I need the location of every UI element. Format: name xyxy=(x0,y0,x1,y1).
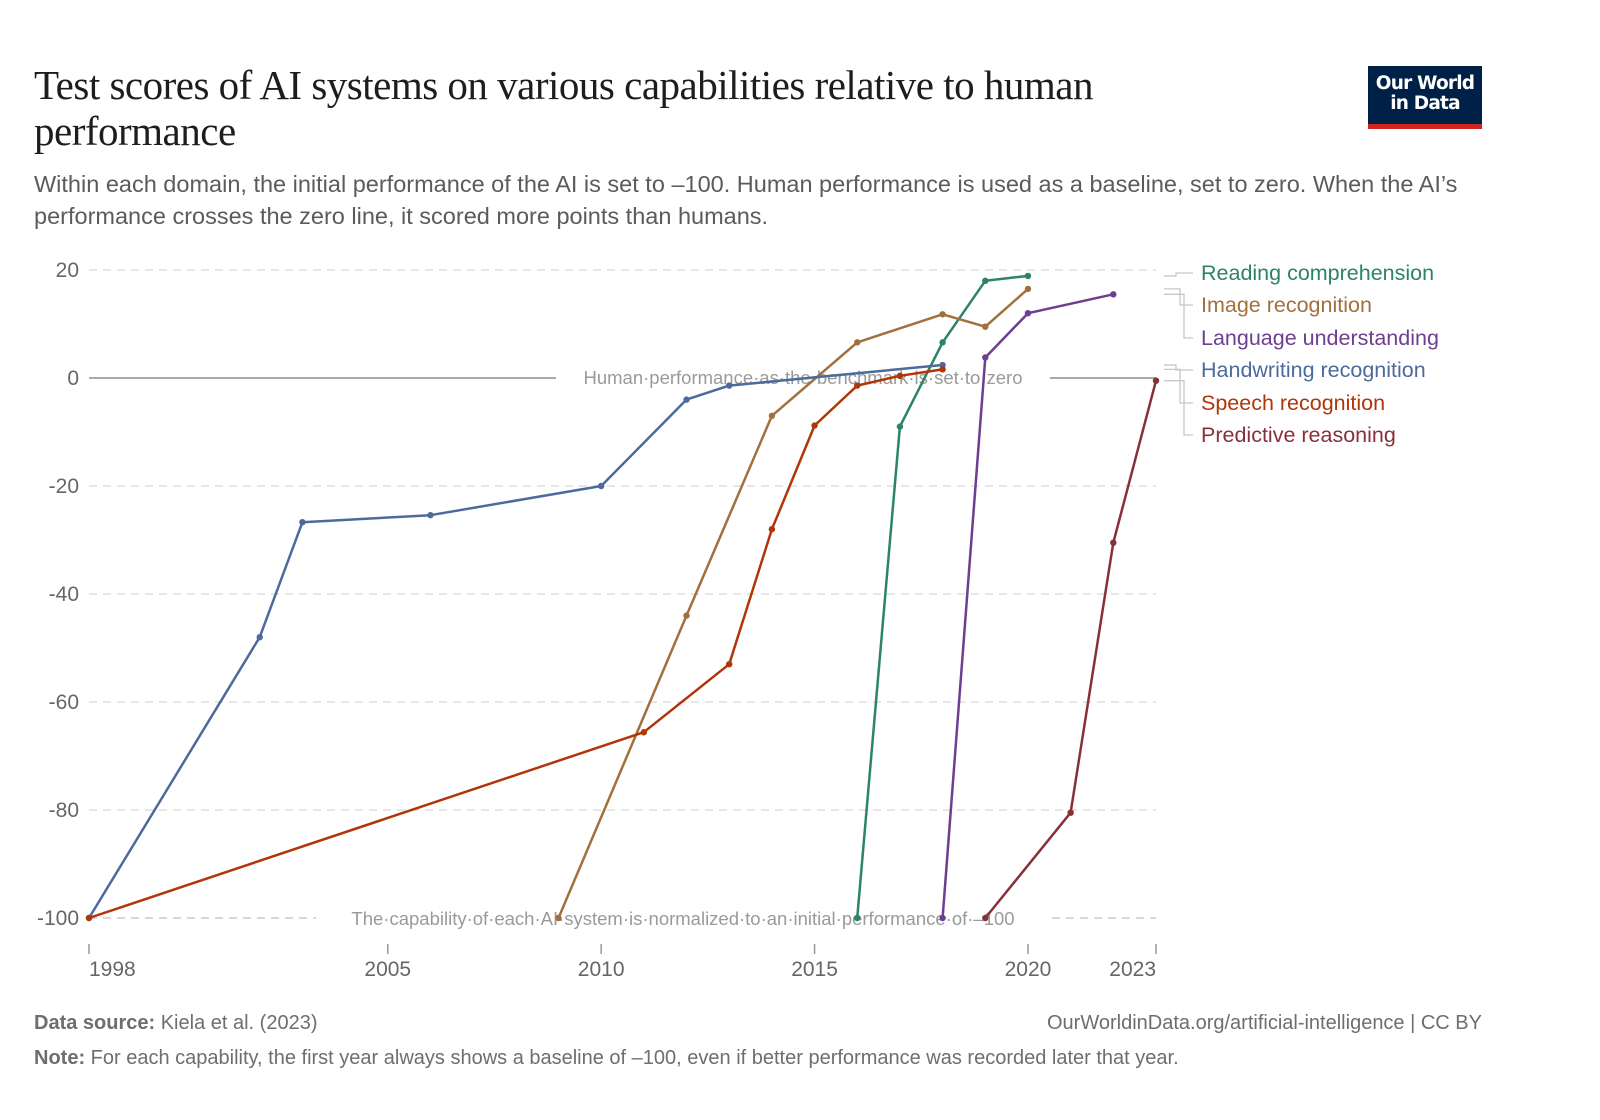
data-point[interactable] xyxy=(982,277,989,284)
legend-label[interactable]: Handwriting recognition xyxy=(1201,358,1426,382)
data-point[interactable] xyxy=(982,323,989,330)
data-source-label: Data source: xyxy=(34,1012,156,1034)
footnote: Note: For each capability, the first yea… xyxy=(34,1047,1179,1070)
data-point[interactable] xyxy=(1024,285,1032,293)
legend-label[interactable]: Reading comprehension xyxy=(1201,261,1434,285)
data-point[interactable] xyxy=(939,914,946,922)
data-source: Data source: Kiela et al. (2023) xyxy=(34,1012,317,1035)
data-source-value: Kiela et al. (2023) xyxy=(160,1012,318,1034)
data-point[interactable] xyxy=(726,661,733,668)
data-point[interactable] xyxy=(1110,539,1117,546)
y-tick-label: 0 xyxy=(67,367,79,390)
x-tick-label: 2010 xyxy=(578,958,625,981)
x-tick-label: 2005 xyxy=(364,958,411,981)
series-image-recognition[interactable] xyxy=(555,285,1032,922)
y-tick-label: -100 xyxy=(37,907,79,930)
series-reading-comprehension[interactable] xyxy=(854,272,1032,922)
y-tick-label: -40 xyxy=(49,583,79,606)
y-tick-label: -60 xyxy=(49,691,79,714)
legend-label[interactable]: Language understanding xyxy=(1201,326,1439,350)
data-point[interactable] xyxy=(811,422,818,429)
gridlines xyxy=(89,269,1156,811)
data-point[interactable] xyxy=(726,382,733,389)
data-point[interactable] xyxy=(854,914,861,922)
x-tick-label: 2023 xyxy=(1109,958,1156,981)
data-point[interactable] xyxy=(982,914,989,922)
data-point[interactable] xyxy=(427,511,434,519)
legend: Reading comprehension Image recognition La… xyxy=(1164,261,1439,447)
data-point[interactable] xyxy=(939,366,946,373)
legend-connector xyxy=(1164,272,1193,277)
x-tick-label: 2015 xyxy=(791,958,838,981)
url-license-link[interactable]: OurWorldinData.org/artificial-intelligen… xyxy=(1047,1012,1482,1034)
data-point[interactable] xyxy=(1024,272,1032,280)
data-point[interactable] xyxy=(1152,377,1160,384)
x-axis-ticks: 1998 2005 2010 2015 2020 2023 xyxy=(88,944,1157,981)
data-point[interactable] xyxy=(939,339,946,346)
legend-label[interactable]: Speech recognition xyxy=(1201,391,1385,415)
x-tick-label: 1998 xyxy=(89,958,136,981)
legend-label[interactable]: Predictive reasoning xyxy=(1201,423,1396,447)
series-line[interactable] xyxy=(984,380,1158,919)
chart-subtitle: Within each domain, the initial performa… xyxy=(34,171,1458,229)
legend-connector xyxy=(1164,368,1193,404)
data-point[interactable] xyxy=(768,412,776,419)
data-point[interactable] xyxy=(1110,291,1117,298)
series-predictive-reasoning[interactable] xyxy=(982,377,1160,922)
series-handwriting-recognition[interactable] xyxy=(85,361,946,922)
data-point[interactable] xyxy=(854,382,861,389)
data-point[interactable] xyxy=(939,311,946,318)
logo-line-1: Our World xyxy=(1375,73,1475,94)
y-axis-ticks: 20 0 -20 -40 -60 -80 -100 xyxy=(37,259,79,930)
data-point[interactable] xyxy=(597,482,605,490)
logo-line-2: in Data xyxy=(1390,93,1460,114)
data-point[interactable] xyxy=(896,423,904,430)
x-tick-label: 2020 xyxy=(1005,958,1052,981)
data-point[interactable] xyxy=(768,526,776,533)
series-line[interactable] xyxy=(87,363,943,919)
legend-connector xyxy=(1164,380,1193,436)
legend-label[interactable]: Image recognition xyxy=(1201,293,1372,317)
data-point[interactable] xyxy=(1024,310,1032,317)
y-tick-label: -20 xyxy=(49,475,79,498)
note-label: Note: xyxy=(34,1047,86,1069)
data-point[interactable] xyxy=(299,518,306,526)
y-tick-label: -80 xyxy=(49,799,79,822)
baseline-annotation: The·capability·of·each·AI·system·is·norm… xyxy=(351,908,1014,929)
series-speech-recognition[interactable] xyxy=(85,366,946,922)
chart-title: Test scores of AI systems on various cap… xyxy=(34,62,1094,154)
data-point[interactable] xyxy=(640,729,648,736)
data-point[interactable] xyxy=(256,634,263,641)
annotations: Human·performance·as·the·benchmark·is·se… xyxy=(89,367,1156,929)
line-chart: 20 0 -20 -40 -60 -80 -100 1998 2005 2010 2015 2020… xyxy=(37,259,1439,981)
data-point[interactable] xyxy=(555,914,562,922)
owid-logo[interactable]: Our World in Data xyxy=(1368,66,1482,129)
data-point[interactable] xyxy=(683,396,690,403)
legend-connector xyxy=(1164,293,1193,339)
series-language-understanding[interactable] xyxy=(939,291,1117,922)
data-point[interactable] xyxy=(896,372,904,380)
series-line[interactable] xyxy=(941,293,1114,919)
series-line[interactable] xyxy=(88,368,943,920)
data-point[interactable] xyxy=(85,914,93,922)
y-tick-label: 20 xyxy=(56,259,79,282)
note-text: For each capability, the first year alwa… xyxy=(90,1047,1179,1069)
series-lines xyxy=(85,272,1160,922)
data-point[interactable] xyxy=(982,354,989,361)
data-point[interactable] xyxy=(1067,809,1074,816)
data-point[interactable] xyxy=(683,612,690,619)
legend-connector xyxy=(1164,364,1193,371)
legend-connector xyxy=(1164,288,1193,306)
data-point[interactable] xyxy=(854,339,861,346)
